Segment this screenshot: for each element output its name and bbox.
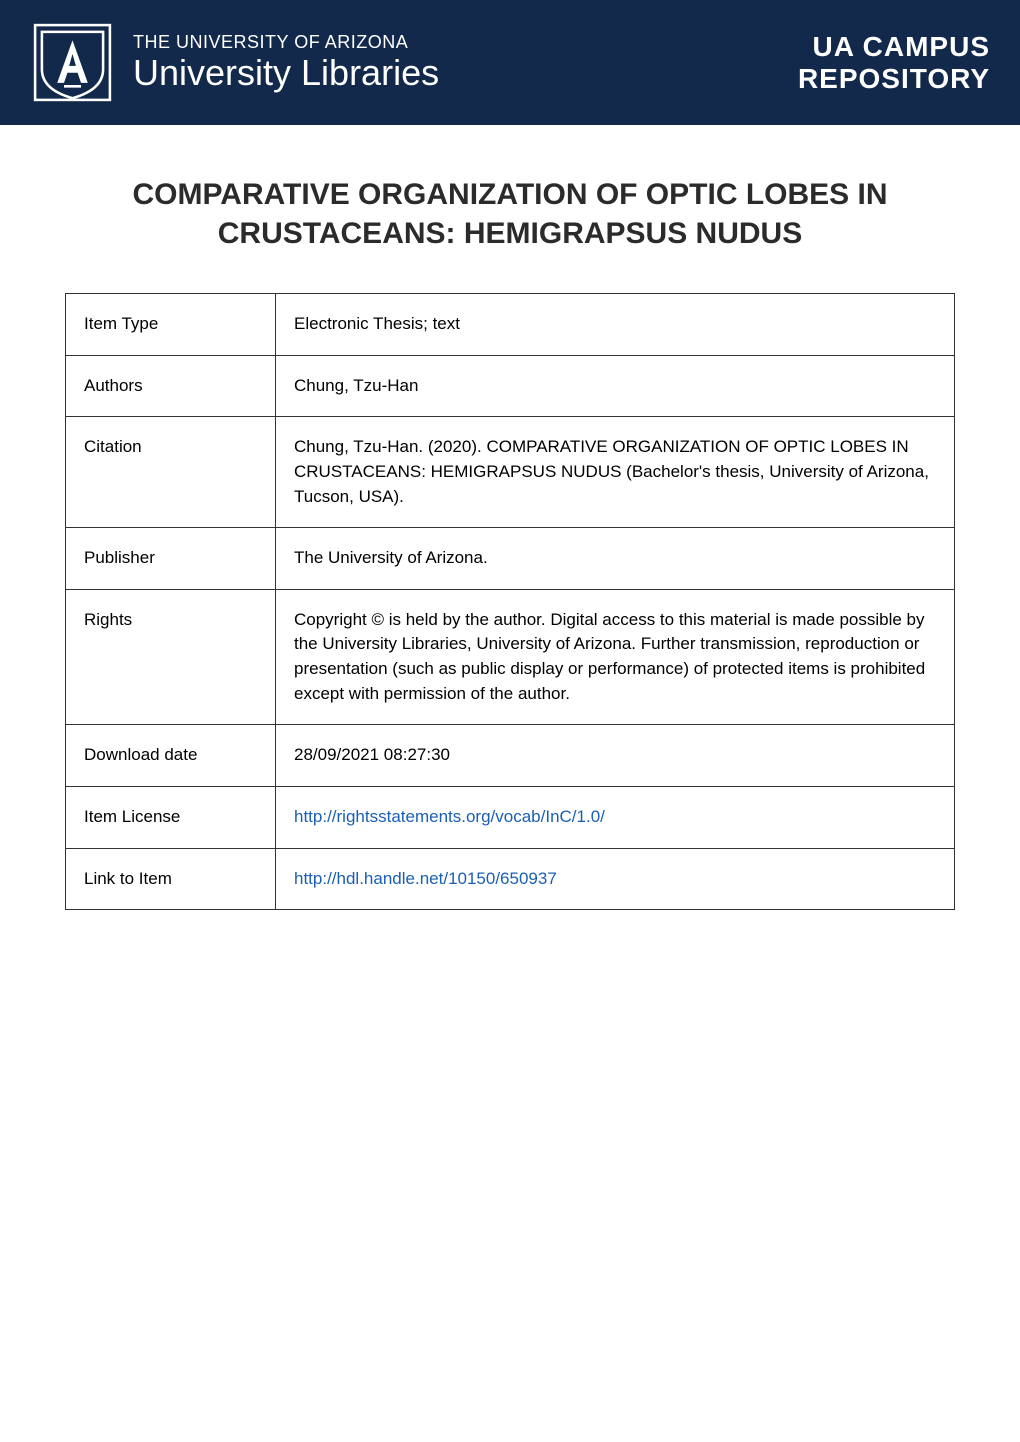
repository-banner: THE UNIVERSITY OF ARIZONA University Lib… [0, 0, 1020, 125]
meta-label: Authors [66, 355, 276, 417]
meta-label: Link to Item [66, 848, 276, 910]
banner-text-block: THE UNIVERSITY OF ARIZONA University Lib… [133, 32, 439, 93]
table-row: Item Type Electronic Thesis; text [66, 294, 955, 356]
meta-label: Item License [66, 787, 276, 849]
table-row: Link to Item http://hdl.handle.net/10150… [66, 848, 955, 910]
library-name: University Libraries [133, 53, 439, 93]
table-row: Authors Chung, Tzu-Han [66, 355, 955, 417]
table-row: Publisher The University of Arizona. [66, 528, 955, 590]
meta-value: Chung, Tzu-Han. (2020). COMPARATIVE ORGA… [276, 417, 955, 528]
meta-value: http://hdl.handle.net/10150/650937 [276, 848, 955, 910]
meta-value: Chung, Tzu-Han [276, 355, 955, 417]
content-area: COMPARATIVE ORGANIZATION OF OPTIC LOBES … [0, 125, 1020, 910]
meta-label: Citation [66, 417, 276, 528]
meta-value: Electronic Thesis; text [276, 294, 955, 356]
meta-label: Item Type [66, 294, 276, 356]
meta-label: Publisher [66, 528, 276, 590]
repository-name: UA CAMPUS REPOSITORY [798, 31, 990, 95]
meta-value: 28/09/2021 08:27:30 [276, 725, 955, 787]
repo-name-line2: REPOSITORY [798, 63, 990, 95]
table-row: Download date 28/09/2021 08:27:30 [66, 725, 955, 787]
shield-a-icon [30, 20, 115, 105]
meta-label: Download date [66, 725, 276, 787]
license-link[interactable]: http://rightsstatements.org/vocab/InC/1.… [294, 807, 605, 826]
banner-left: THE UNIVERSITY OF ARIZONA University Lib… [30, 20, 439, 105]
table-row: Citation Chung, Tzu-Han. (2020). COMPARA… [66, 417, 955, 528]
document-title: COMPARATIVE ORGANIZATION OF OPTIC LOBES … [65, 175, 955, 253]
metadata-table: Item Type Electronic Thesis; text Author… [65, 293, 955, 910]
table-row: Item License http://rightsstatements.org… [66, 787, 955, 849]
meta-label: Rights [66, 589, 276, 725]
institution-logo [30, 20, 115, 105]
meta-value: The University of Arizona. [276, 528, 955, 590]
table-row: Rights Copyright © is held by the author… [66, 589, 955, 725]
metadata-table-body: Item Type Electronic Thesis; text Author… [66, 294, 955, 910]
meta-value: Copyright © is held by the author. Digit… [276, 589, 955, 725]
institution-name: THE UNIVERSITY OF ARIZONA [133, 32, 439, 53]
meta-value: http://rightsstatements.org/vocab/InC/1.… [276, 787, 955, 849]
repo-name-line1: UA CAMPUS [798, 31, 990, 63]
item-link[interactable]: http://hdl.handle.net/10150/650937 [294, 869, 557, 888]
